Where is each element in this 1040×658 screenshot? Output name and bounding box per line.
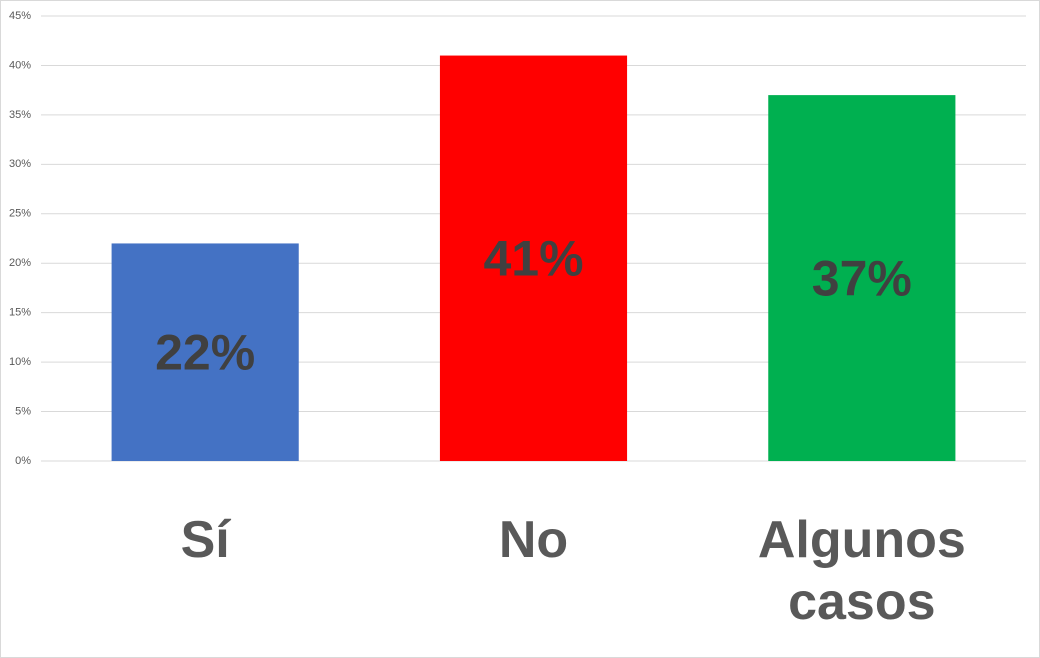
y-tick-label: 40% [9,59,31,71]
y-tick-label: 15% [9,307,31,319]
y-tick-label: 45% [9,10,31,22]
y-tick-label: 35% [9,109,31,121]
x-tick-label: No [498,511,569,569]
x-tick-label: Algunos casos [757,511,966,631]
bar [768,95,956,461]
value-label: 41% [483,230,583,286]
y-tick-label: 10% [9,356,31,368]
bar [111,243,299,461]
value-label: 22% [155,324,255,380]
y-tick-label: 30% [9,158,31,170]
y-tick-label: 5% [15,405,31,417]
x-tick-label: Sí [180,511,230,569]
bar [439,55,628,462]
y-tick-label: 0% [15,455,31,467]
y-tick-label: 20% [9,257,31,269]
value-label: 37% [812,250,912,306]
y-tick-label: 25% [9,208,31,220]
